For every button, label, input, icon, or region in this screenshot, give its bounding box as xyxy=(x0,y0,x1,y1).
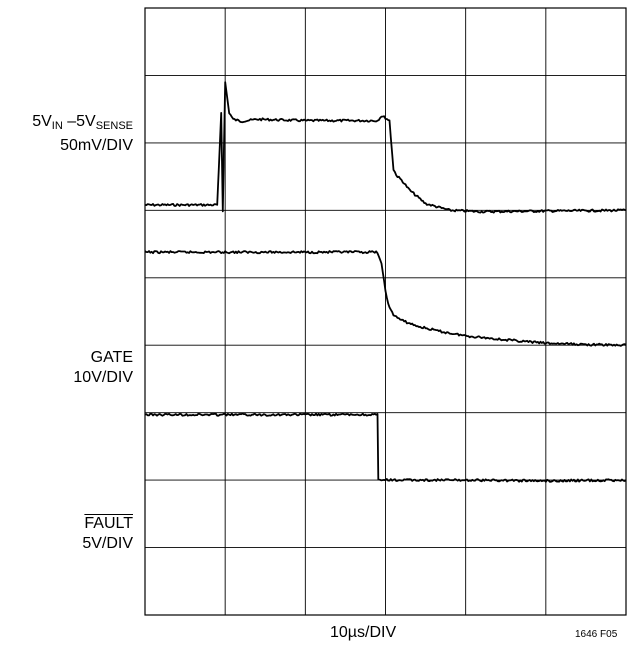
channel3-scale: 5V/DIV xyxy=(82,535,133,552)
channel3-name: FAULT xyxy=(84,515,133,532)
channel3-label: FAULT 5V/DIV xyxy=(0,514,133,554)
trace-1 xyxy=(144,81,627,214)
figure-id: 1646 F05 xyxy=(575,629,618,640)
channel2-name: GATE xyxy=(90,349,133,366)
channel1-scale: 50mV/DIV xyxy=(60,137,133,154)
channel2-scale: 10V/DIV xyxy=(73,369,133,386)
channel1-label: 5VIN –5VSENSE 50mV/DIV xyxy=(0,112,133,156)
trace-3 xyxy=(144,412,627,483)
channel1-name: 5VIN –5VSENSE xyxy=(32,113,133,132)
x-axis-label: 10µs/DIV xyxy=(330,624,397,641)
trace-2 xyxy=(144,250,627,347)
channel2-label: GATE 10V/DIV xyxy=(0,348,133,388)
